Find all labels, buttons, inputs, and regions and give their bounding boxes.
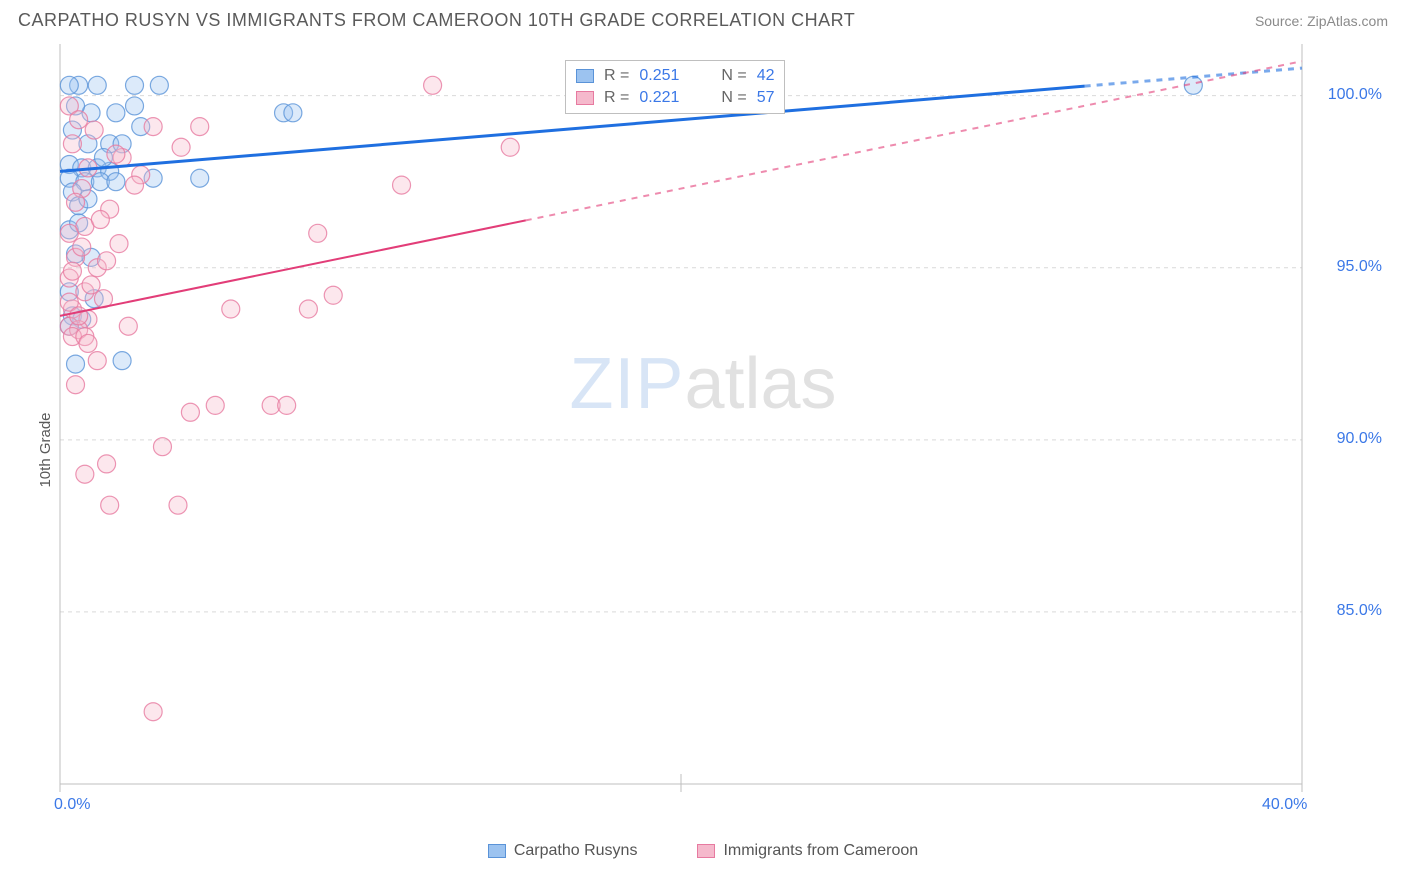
source-prefix: Source: (1255, 13, 1307, 29)
legend-bottom: Carpatho Rusyns Immigrants from Cameroon (0, 842, 1406, 860)
y-tick-label: 95.0% (1312, 258, 1382, 276)
legend-label: Immigrants from Cameroon (723, 842, 918, 860)
page-title: CARPATHO RUSYN VS IMMIGRANTS FROM CAMERO… (18, 10, 855, 31)
legend-r-value: 0.251 (639, 67, 699, 85)
legend-r-label: R = (604, 89, 629, 107)
legend-n-label: N = (721, 67, 746, 85)
x-tick-label: 0.0% (54, 796, 90, 814)
legend-item: Immigrants from Cameroon (697, 842, 918, 860)
legend-swatch (576, 69, 594, 83)
legend-label: Carpatho Rusyns (514, 842, 638, 860)
legend-n-value: 42 (757, 67, 775, 85)
legend-n-label: N = (721, 89, 746, 107)
legend-swatch (576, 91, 594, 105)
legend-n-value: 57 (757, 89, 775, 107)
legend-r-label: R = (604, 67, 629, 85)
source-credit: Source: ZipAtlas.com (1255, 13, 1388, 29)
source-name: ZipAtlas.com (1307, 13, 1388, 29)
legend-stat-row: R = 0.221 N = 57 (576, 87, 774, 109)
legend-stats-box: R = 0.251 N = 42 R = 0.221 N = 57 (565, 60, 785, 114)
chart-container: 10th Grade ZIPatlas R =0.251N =42R =0.22… (0, 40, 1406, 860)
legend-r-value: 0.221 (639, 89, 699, 107)
legend-item: Carpatho Rusyns (488, 842, 638, 860)
y-axis-label: 10th Grade (37, 412, 54, 487)
y-tick-label: 90.0% (1312, 430, 1382, 448)
legend-swatch (488, 844, 506, 858)
legend-swatch (697, 844, 715, 858)
x-tick-label: 40.0% (1262, 796, 1307, 814)
y-tick-label: 100.0% (1312, 86, 1382, 104)
legend-stat-row: R = 0.251 N = 42 (576, 65, 774, 87)
y-tick-label: 85.0% (1312, 602, 1382, 620)
scatter-plot (56, 40, 1386, 830)
